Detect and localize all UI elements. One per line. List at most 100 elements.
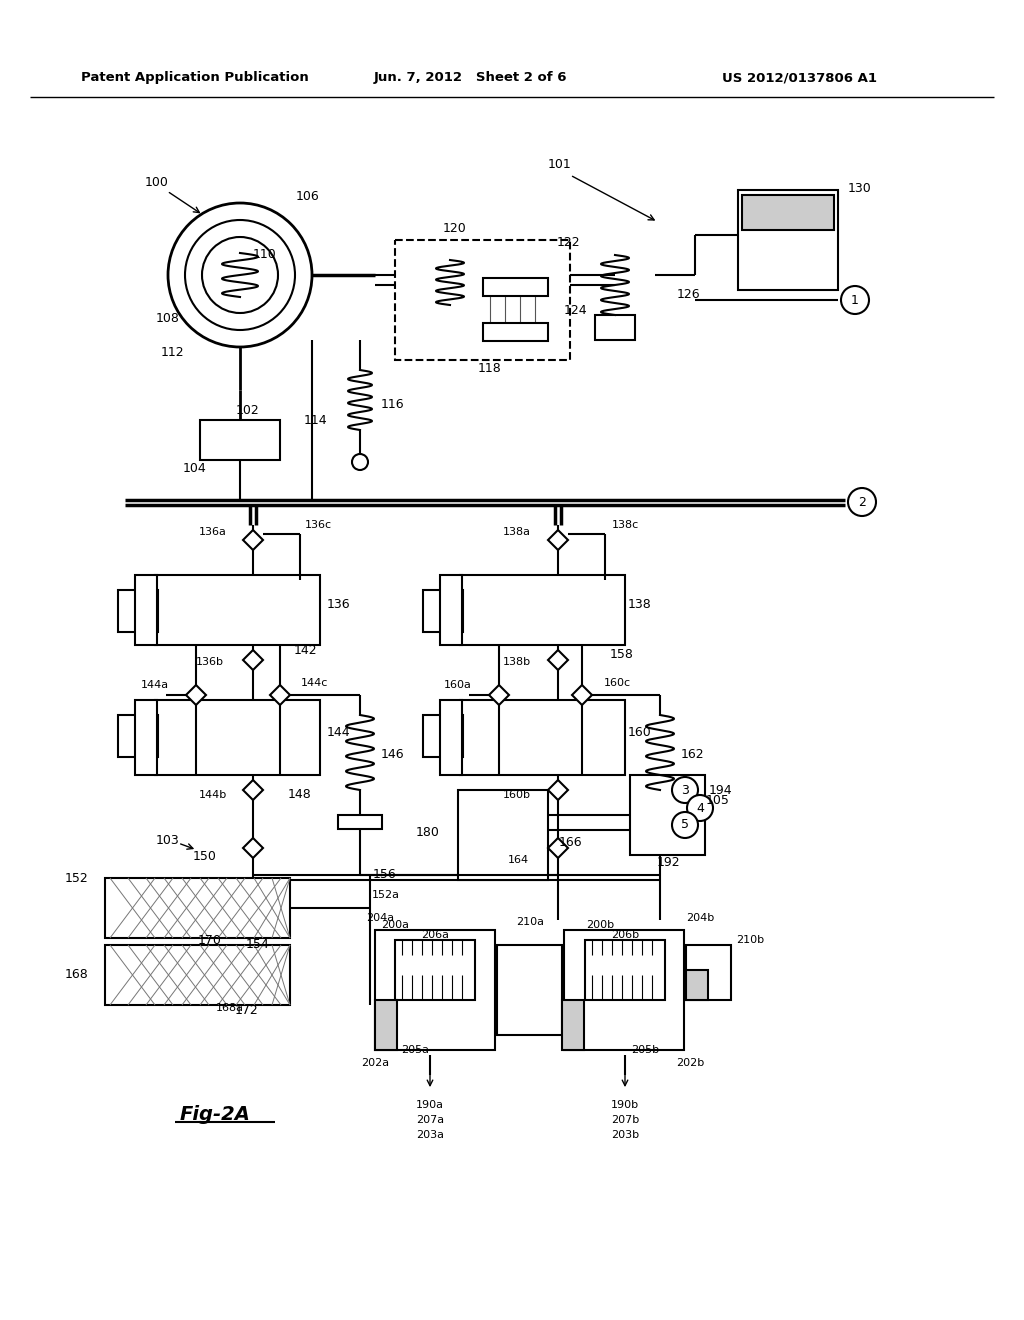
Text: 203a: 203a (416, 1130, 444, 1140)
Text: 205a: 205a (401, 1045, 429, 1055)
Bar (460, 576, 625, 645)
Text: 106: 106 (296, 190, 319, 202)
Text: 116: 116 (380, 399, 403, 412)
Text: 104: 104 (183, 462, 207, 474)
Text: 168a: 168a (216, 1003, 244, 1012)
Bar (483, 323, 548, 341)
Text: 190a: 190a (416, 1100, 444, 1110)
Bar (638, 814, 682, 829)
Bar (338, 814, 382, 829)
Bar (564, 931, 684, 1049)
Polygon shape (243, 838, 263, 858)
Bar (686, 970, 708, 1001)
Text: 124: 124 (563, 304, 587, 317)
Bar (630, 775, 705, 855)
Text: 206a: 206a (421, 931, 449, 940)
Text: 144b: 144b (199, 789, 227, 800)
Text: 156: 156 (373, 869, 397, 882)
Text: 164: 164 (508, 855, 528, 865)
Text: 100: 100 (145, 177, 169, 190)
Text: 160: 160 (628, 726, 652, 739)
Polygon shape (186, 685, 206, 705)
Circle shape (202, 238, 278, 313)
Circle shape (352, 454, 368, 470)
Text: 162: 162 (680, 748, 703, 762)
Text: 204a: 204a (366, 913, 394, 923)
Text: 158: 158 (610, 648, 634, 661)
Polygon shape (548, 649, 568, 671)
Text: 170: 170 (198, 935, 222, 948)
Text: 136b: 136b (196, 657, 224, 667)
Circle shape (841, 286, 869, 314)
Text: 203b: 203b (611, 1130, 639, 1140)
Bar (105, 945, 290, 1005)
Text: 112: 112 (160, 346, 184, 359)
Bar (738, 190, 838, 290)
Text: 204b: 204b (686, 913, 714, 923)
Text: 142: 142 (293, 644, 316, 656)
Text: 138b: 138b (503, 657, 531, 667)
Text: 192: 192 (656, 855, 680, 869)
Text: 4: 4 (696, 801, 703, 814)
Text: 200b: 200b (586, 920, 614, 931)
Text: 114: 114 (303, 413, 327, 426)
Polygon shape (270, 685, 290, 705)
Circle shape (185, 220, 295, 330)
Text: 105: 105 (707, 793, 730, 807)
Bar (118, 715, 158, 756)
Circle shape (687, 795, 713, 821)
Text: 120: 120 (443, 222, 467, 235)
Text: 102: 102 (237, 404, 260, 417)
Polygon shape (572, 685, 592, 705)
Text: 210b: 210b (736, 935, 764, 945)
Text: 2: 2 (858, 495, 866, 508)
Text: US 2012/0137806 A1: US 2012/0137806 A1 (723, 71, 878, 84)
Text: 138c: 138c (611, 520, 639, 531)
Text: 148: 148 (288, 788, 312, 801)
Bar (395, 240, 570, 360)
Bar (458, 789, 548, 880)
Bar (686, 945, 731, 1001)
Text: 205b: 205b (631, 1045, 659, 1055)
Text: 190b: 190b (611, 1100, 639, 1110)
Text: 3: 3 (681, 784, 689, 796)
Text: 103: 103 (156, 833, 180, 846)
Text: 144a: 144a (141, 680, 169, 690)
Text: 136: 136 (327, 598, 350, 611)
Text: 118: 118 (478, 362, 502, 375)
Text: 172: 172 (236, 1003, 259, 1016)
Text: 136a: 136a (199, 527, 227, 537)
Text: 210a: 210a (516, 917, 544, 927)
Bar (742, 195, 834, 230)
Bar (375, 1001, 397, 1049)
Text: 207a: 207a (416, 1115, 444, 1125)
Bar (585, 940, 665, 1001)
Bar (440, 700, 462, 775)
Bar (562, 1001, 584, 1049)
Text: 5: 5 (681, 818, 689, 832)
Text: 166: 166 (558, 837, 582, 850)
Text: 168: 168 (65, 969, 88, 982)
Text: 110: 110 (253, 248, 276, 260)
Text: 1: 1 (851, 293, 859, 306)
Bar (497, 945, 562, 1035)
Polygon shape (548, 838, 568, 858)
Bar (105, 878, 290, 939)
Text: 108: 108 (156, 312, 180, 325)
Bar (460, 700, 625, 775)
Polygon shape (548, 531, 568, 550)
Text: 101: 101 (548, 158, 571, 172)
Bar (423, 715, 463, 756)
Text: 126: 126 (676, 289, 699, 301)
Bar (200, 420, 280, 459)
Bar (155, 576, 319, 645)
Bar (155, 700, 319, 775)
Text: Patent Application Publication: Patent Application Publication (81, 71, 309, 84)
Bar (375, 931, 495, 1049)
Circle shape (672, 777, 698, 803)
Text: Fig-2A: Fig-2A (179, 1106, 251, 1125)
Text: 202b: 202b (676, 1059, 705, 1068)
Text: 130: 130 (848, 181, 871, 194)
Text: 154: 154 (246, 939, 270, 952)
Text: 160c: 160c (603, 678, 631, 688)
